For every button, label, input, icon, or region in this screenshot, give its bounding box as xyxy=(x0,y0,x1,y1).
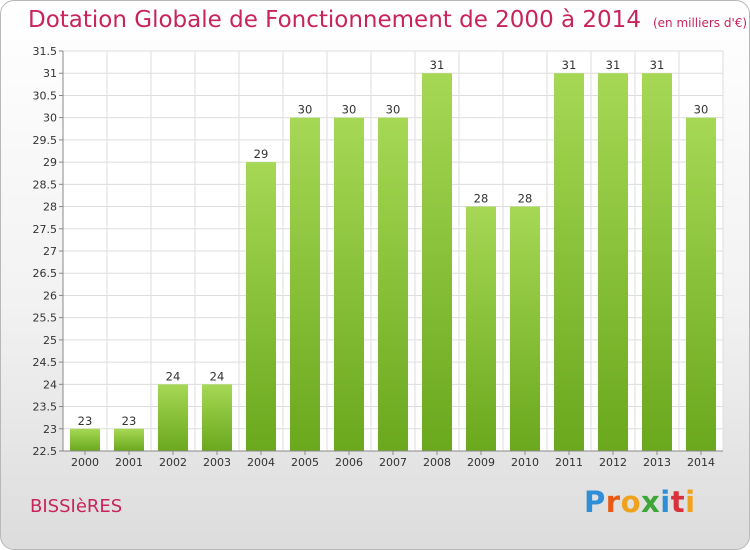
bar-2004 xyxy=(246,162,276,451)
x-tick-label-2004: 2004 xyxy=(247,456,275,469)
bar-2000 xyxy=(70,428,100,451)
x-tick-label-2000: 2000 xyxy=(71,456,99,469)
value-label-2007: 30 xyxy=(386,103,401,117)
y-tick-label: 27 xyxy=(43,245,57,258)
chart-unit-note: (en milliers d'€) xyxy=(652,16,748,30)
value-label-2014: 30 xyxy=(694,103,709,117)
x-tick-label-2007: 2007 xyxy=(379,456,407,469)
x-tick-label-2012: 2012 xyxy=(599,456,627,469)
axes: 22.5 23 23.5 24 24.5 25 25.5 26 26.5 27 27.5 28 28.5… xyxy=(33,45,723,469)
x-tick-label-2003: 2003 xyxy=(203,456,231,469)
value-label-2010: 28 xyxy=(518,192,533,206)
value-label-2000: 23 xyxy=(78,414,93,428)
y-tick-label: 22.5 xyxy=(33,445,58,458)
place-name: BISSIèRES xyxy=(30,496,123,517)
y-tick-label: 25 xyxy=(43,334,57,347)
bar-2013 xyxy=(642,73,672,451)
bars: 23 23 24 24 29 30 30 30 31 28 28 31 31 31 30 xyxy=(70,58,716,452)
value-label-2011: 31 xyxy=(562,58,577,72)
y-tick-label: 26 xyxy=(43,289,57,302)
y-tick-label: 24 xyxy=(43,378,57,391)
y-tick-label: 29.5 xyxy=(33,134,58,147)
y-tick-label: 24.5 xyxy=(33,356,58,369)
x-tick-label-2002: 2002 xyxy=(159,456,187,469)
value-label-2002: 24 xyxy=(166,369,181,383)
chart-title: Dotation Globale de Fonctionnement de 20… xyxy=(28,7,747,33)
bar-2007 xyxy=(378,117,408,452)
bar-2012 xyxy=(598,73,628,451)
y-tick-label: 30.5 xyxy=(33,89,58,102)
value-label-2013: 31 xyxy=(650,58,665,72)
bar-2009 xyxy=(466,206,496,451)
logo-letter: i xyxy=(660,485,671,519)
value-label-2012: 31 xyxy=(606,58,621,72)
logo-letter: t xyxy=(670,485,686,519)
y-tick-label: 28.5 xyxy=(33,178,58,191)
bar-2006 xyxy=(334,117,364,452)
x-tick-label-2011: 2011 xyxy=(555,456,583,469)
bar-2011 xyxy=(554,73,584,451)
chart-title-text: Dotation Globale de Fonctionnement de 20… xyxy=(28,7,641,33)
y-tick-label: 29 xyxy=(43,156,57,169)
x-tick-label-2010: 2010 xyxy=(511,456,539,469)
x-tick-label-2014: 2014 xyxy=(687,456,715,469)
bar-2002 xyxy=(158,384,188,451)
bar-2005 xyxy=(290,117,320,452)
value-label-2009: 28 xyxy=(474,192,489,206)
y-tick-label: 23.5 xyxy=(33,401,58,414)
x-tick-label-2006: 2006 xyxy=(335,456,363,469)
bar-2010 xyxy=(510,206,540,451)
value-label-2005: 30 xyxy=(298,103,313,117)
y-tick-label: 31.5 xyxy=(33,45,58,58)
x-tick-label-2005: 2005 xyxy=(291,456,319,469)
y-tick-label: 28 xyxy=(43,201,57,214)
logo-letter: o xyxy=(620,485,642,519)
value-label-2006: 30 xyxy=(342,103,357,117)
logo-letter: x xyxy=(641,485,661,519)
y-tick-label: 30 xyxy=(43,112,57,125)
y-tick-label: 31 xyxy=(43,67,57,80)
logo-letter: i xyxy=(685,485,696,519)
x-tick-label-2001: 2001 xyxy=(115,456,143,469)
y-tick-label: 25.5 xyxy=(33,312,58,325)
y-tick-label: 27.5 xyxy=(33,223,58,236)
bar-2014 xyxy=(686,117,716,452)
logo-letter: r xyxy=(605,485,621,519)
proxiti-logo: Proxiti xyxy=(584,485,696,519)
x-tick-label-2008: 2008 xyxy=(423,456,451,469)
value-label-2003: 24 xyxy=(210,369,225,383)
x-tick-label-2013: 2013 xyxy=(643,456,671,469)
y-tick-label: 26.5 xyxy=(33,267,58,280)
bar-2003 xyxy=(202,384,232,451)
value-label-2008: 31 xyxy=(430,58,445,72)
x-tick-label-2009: 2009 xyxy=(467,456,495,469)
bar-2001 xyxy=(114,428,144,451)
y-tick-label: 23 xyxy=(43,423,57,436)
bar-2008 xyxy=(422,73,452,451)
logo-letter: P xyxy=(584,485,606,519)
value-label-2004: 29 xyxy=(254,147,269,161)
value-label-2001: 23 xyxy=(122,414,137,428)
